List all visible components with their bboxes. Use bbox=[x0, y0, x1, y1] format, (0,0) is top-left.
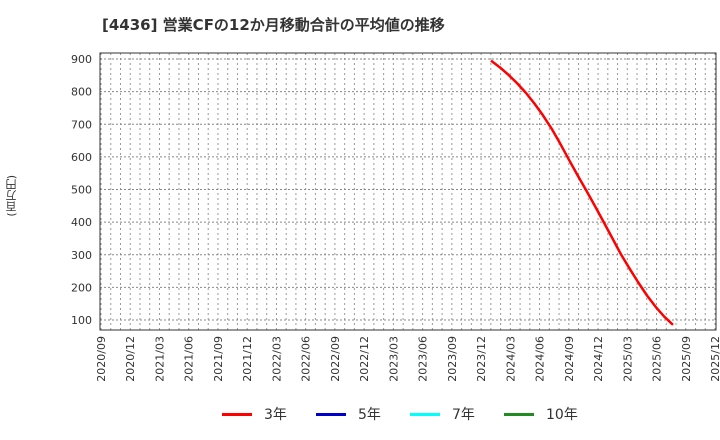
x-tick-label: 2025/09 bbox=[680, 336, 693, 382]
x-tick-label: 2022/12 bbox=[358, 336, 371, 382]
legend-swatch-5y bbox=[316, 412, 346, 416]
legend-label-5y: 5年 bbox=[358, 407, 381, 423]
legend-item-7y: 7年 bbox=[410, 404, 475, 424]
x-tick-label: 2020/12 bbox=[124, 336, 137, 382]
legend-label-7y: 7年 bbox=[452, 407, 475, 423]
y-tick-label: 500 bbox=[71, 184, 92, 197]
x-tick-label: 2024/12 bbox=[592, 336, 605, 382]
legend-item-10y: 10年 bbox=[504, 404, 578, 424]
x-tick-label: 2021/06 bbox=[183, 336, 196, 382]
y-tick-label: 200 bbox=[71, 281, 92, 294]
legend-swatch-10y bbox=[504, 412, 534, 416]
x-tick-label: 2022/09 bbox=[329, 336, 342, 382]
x-tick-label: 2023/12 bbox=[475, 336, 488, 382]
x-tick-label: 2023/03 bbox=[387, 336, 400, 382]
x-tick-label: 2023/09 bbox=[446, 336, 459, 382]
series-line-3年 bbox=[490, 59, 674, 326]
x-tick-label: 2024/06 bbox=[534, 336, 547, 382]
x-tick-label: 2021/09 bbox=[212, 336, 225, 382]
x-tick-label: 2020/09 bbox=[95, 336, 108, 382]
x-tick-label: 2022/06 bbox=[300, 336, 313, 382]
x-tick-label: 2022/03 bbox=[270, 336, 283, 382]
x-tick-label: 2025/03 bbox=[621, 336, 634, 382]
x-tick-label: 2025/12 bbox=[709, 336, 720, 382]
y-tick-label: 900 bbox=[71, 53, 92, 66]
y-tick-label: 800 bbox=[71, 86, 92, 99]
y-tick-label: 700 bbox=[71, 118, 92, 131]
y-tick-label: 300 bbox=[71, 249, 92, 262]
x-tick-label: 2023/06 bbox=[417, 336, 430, 382]
x-tick-label: 2021/12 bbox=[241, 336, 254, 382]
chart-title: [4436] 営業CFの12か月移動合計の平均値の推移 bbox=[102, 16, 445, 34]
y-tick-label: 100 bbox=[71, 314, 92, 327]
legend-label-3y: 3年 bbox=[264, 407, 287, 423]
x-tick-label: 2025/06 bbox=[651, 336, 664, 382]
legend-item-5y: 5年 bbox=[316, 404, 381, 424]
legend-label-10y: 10年 bbox=[546, 407, 578, 423]
y-tick-label: 600 bbox=[71, 151, 92, 164]
legend: 3年 5年 7年 10年 bbox=[0, 404, 720, 428]
y-tick-label: 400 bbox=[71, 216, 92, 229]
legend-item-3y: 3年 bbox=[222, 404, 287, 424]
legend-swatch-7y bbox=[410, 412, 440, 416]
legend-swatch-3y bbox=[222, 412, 252, 416]
plot-area bbox=[99, 52, 717, 331]
x-tick-label: 2021/03 bbox=[153, 336, 166, 382]
x-tick-label: 2024/09 bbox=[563, 336, 576, 382]
x-tick-label: 2024/03 bbox=[504, 336, 517, 382]
